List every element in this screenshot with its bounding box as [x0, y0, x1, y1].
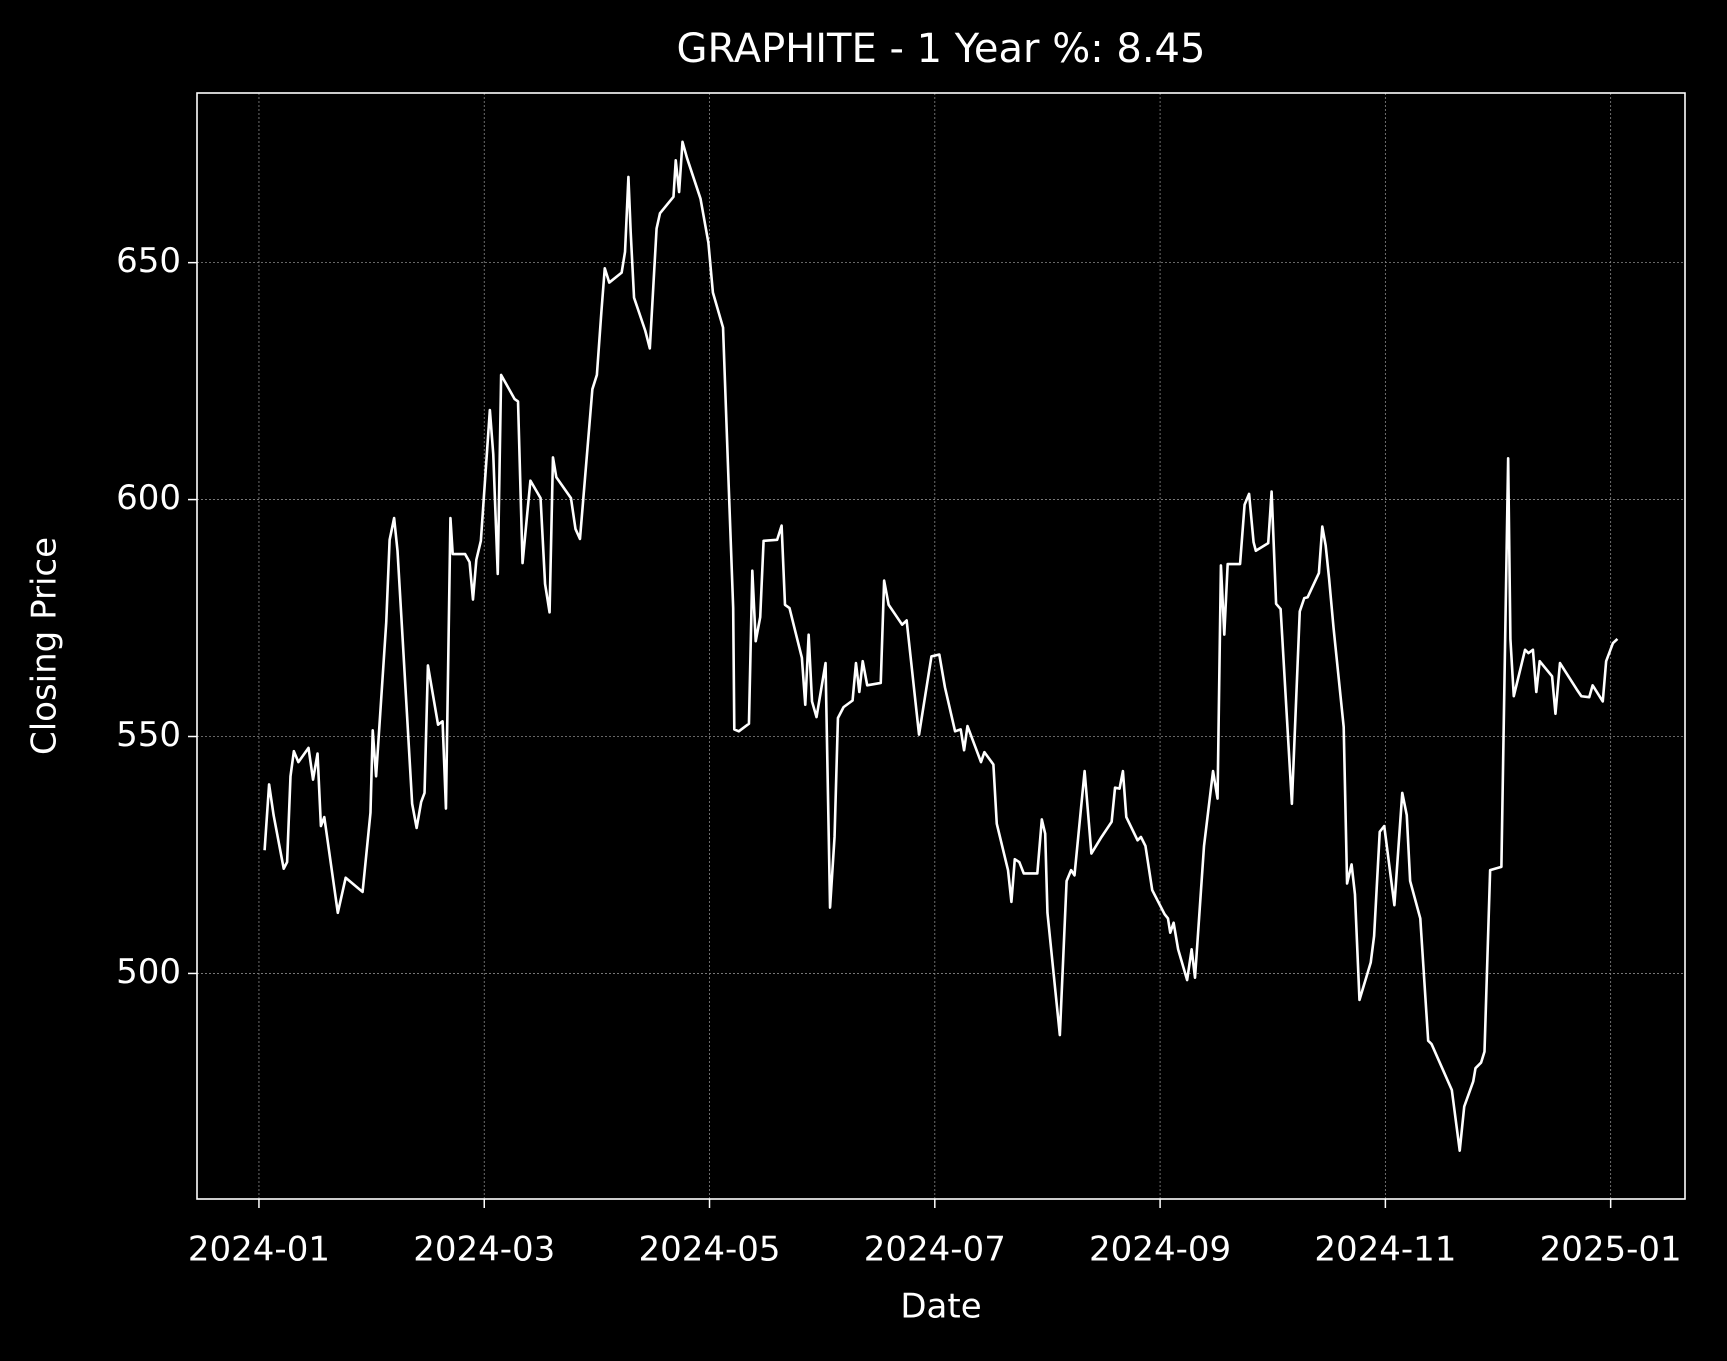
x-tick-label: 2025-01	[1540, 1230, 1682, 1270]
y-tick-label: 650	[116, 241, 181, 281]
x-tick-label: 2024-07	[864, 1230, 1006, 1270]
chart-title: GRAPHITE - 1 Year %: 8.45	[677, 26, 1206, 72]
x-tick-label: 2024-05	[638, 1230, 780, 1270]
x-tick-label: 2024-11	[1314, 1230, 1456, 1270]
x-axis-label: Date	[900, 1287, 981, 1327]
x-tick-label: 2024-03	[413, 1230, 555, 1270]
y-tick-label: 550	[116, 715, 181, 755]
y-tick-label: 600	[116, 478, 181, 518]
x-tick-label: 2024-09	[1089, 1230, 1231, 1270]
y-axis-label: Closing Price	[25, 537, 65, 755]
y-tick-label: 500	[116, 952, 181, 992]
price-line	[263, 140, 1619, 1152]
plot-frame	[196, 92, 1686, 1200]
x-tick-label: 2024-01	[188, 1230, 330, 1270]
